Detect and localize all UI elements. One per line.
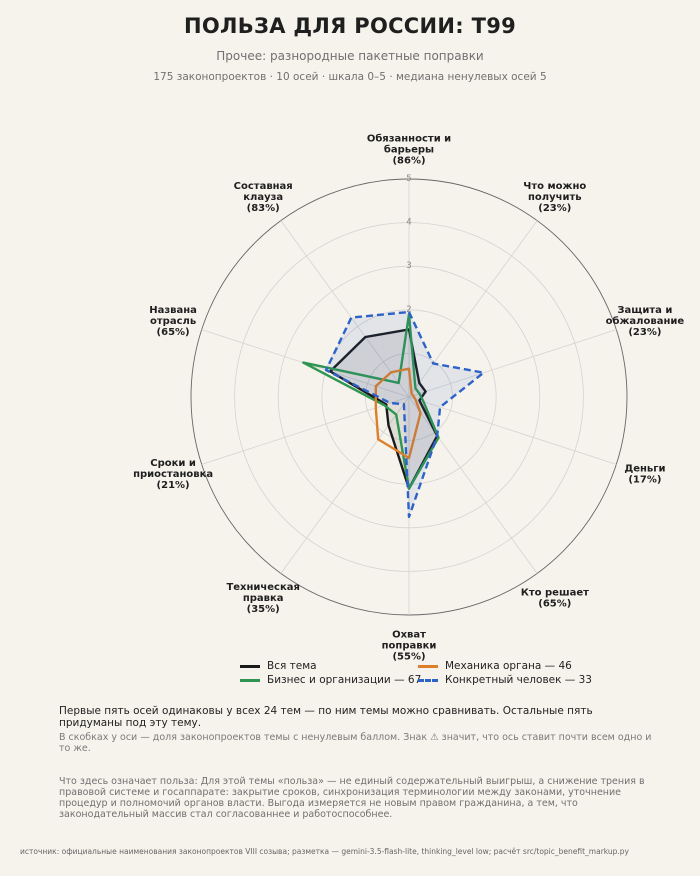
tick-label-3: 3 [406, 261, 411, 271]
axis-label-0: Обязанности и барьеры (86%) [367, 133, 451, 167]
series-3-line [324, 310, 485, 519]
axis-label-line: (21%) [157, 480, 190, 491]
legend-swatch-business [240, 678, 260, 682]
axis-label-7: Сроки и приостановка (21%) [133, 458, 213, 491]
spoke-1 [408, 220, 538, 398]
axis-label-line: (65%) [157, 327, 190, 338]
legend-item-organ: Механика органа — 46 [418, 660, 572, 672]
axis-label-line: Что можно [523, 181, 586, 192]
legend-item-business: Бизнес и организации — 67 [240, 674, 421, 686]
axis-label-line: Обязанности и [367, 133, 451, 145]
legend-label-all: Вся тема [267, 660, 317, 672]
page-title: ПОЛЬЗА ДЛЯ РОССИИ: T99 [183, 14, 517, 38]
axis-label-line: (55%) [392, 652, 425, 663]
axis-label-3: Деньги (17%) [624, 464, 665, 486]
axis-label-2: Защита и обжалование (23%) [606, 305, 685, 338]
page-meta: 175 законопроектов · 10 осей · шкала 0–5… [153, 71, 547, 83]
axis-label-line: (17%) [628, 475, 661, 486]
axis-label-8: Названа отрасль (65%) [149, 305, 197, 338]
legend-item-all: Вся тема [240, 660, 317, 672]
tick-label-5: 5 [406, 174, 411, 184]
axis-label-line: (86%) [392, 156, 425, 167]
note-benefit: Что здесь означает польза: Для этой темы… [59, 776, 645, 820]
spoke-4 [408, 396, 538, 574]
axis-label-line: отрасль [150, 316, 196, 327]
note-axes: Первые пять осей одинаковы у всех 24 тем… [59, 705, 593, 729]
axis-label-line: барьеры [384, 144, 434, 156]
axis-label-5: Охват поправки (55%) [382, 630, 437, 663]
axis-label-6: Техническая правка (35%) [226, 582, 300, 615]
axis-label-line: Охват [392, 630, 426, 641]
legend-label-person: Конкретный человек — 33 [445, 674, 592, 686]
axis-label-line: (23%) [628, 327, 661, 338]
axis-label-line: Кто решает [521, 588, 589, 599]
axis-label-line: приостановка [133, 469, 213, 480]
axis-label-line: клауза [243, 192, 283, 203]
axis-label-line: (23%) [538, 203, 571, 214]
axis-label-line: Техническая [226, 582, 300, 593]
spoke-7 [201, 396, 410, 465]
axis-label-line: (35%) [247, 604, 280, 615]
tick-label-2: 2 [406, 305, 411, 315]
axis-label-line: (65%) [538, 599, 571, 610]
tick-label-4: 4 [406, 218, 411, 228]
spoke-3 [408, 396, 617, 465]
legend-swatch-person [418, 678, 438, 682]
spoke-2 [408, 329, 617, 398]
axis-label-line: Сроки и [150, 458, 196, 469]
note-brackets: В скобках у оси — доля законопроектов те… [59, 732, 652, 754]
legend-label-business: Бизнес и организации — 67 [267, 674, 422, 686]
axis-label-line: правка [243, 593, 284, 604]
axis-label-line: получить [528, 192, 582, 203]
axis-label-1: Что можно получить (23%) [523, 181, 586, 214]
axis-label-9: Составная клауза (83%) [234, 181, 293, 214]
axis-label-line: поправки [382, 641, 437, 652]
legend-swatch-organ [418, 664, 438, 668]
page-subtitle: Прочее: разнородные пакетные поправки [216, 49, 484, 63]
axis-label-line: Названа [149, 305, 197, 316]
legend-swatch-all [240, 664, 260, 668]
source-note: источник: официальные наименования закон… [20, 847, 629, 856]
axis-label-line: Защита и [617, 305, 672, 316]
axis-label-line: Деньги [624, 464, 665, 475]
legend-label-organ: Механика органа — 46 [445, 660, 572, 672]
axis-label-line: обжалование [606, 315, 685, 327]
spoke-9 [280, 220, 410, 398]
series-2-line [374, 367, 422, 460]
axis-label-line: Составная [234, 181, 293, 192]
axis-label-4: Кто решает (65%) [521, 588, 589, 610]
axis-label-line: (83%) [247, 203, 280, 214]
series-1-line [302, 313, 440, 490]
legend-item-person: Конкретный человек — 33 [418, 674, 592, 686]
